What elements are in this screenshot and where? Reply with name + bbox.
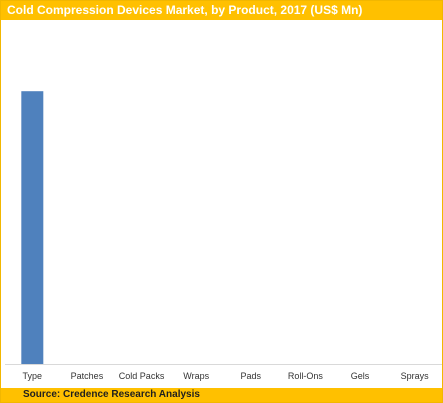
x-tick-label: Wraps (183, 371, 209, 381)
bar-chart: Type Patches Cold Packs Wraps Pads Roll-Ons Ge… (5, 91, 442, 381)
x-tick-labels: Type Patches Cold Packs Wraps Pads Roll-Ons Ge… (23, 371, 430, 381)
title-bar: Cold Compression Devices Market, by Prod… (1, 1, 442, 20)
x-tick-label: Gels (351, 371, 370, 381)
bar-type (21, 91, 44, 364)
x-tick-label: Patches (71, 371, 104, 381)
x-tick-label: Type (23, 371, 43, 381)
x-tick-label: Sprays (401, 371, 430, 381)
source-note: Source: Credence Research Analysis (23, 389, 200, 400)
x-tick-label: Pads (241, 371, 262, 381)
source-bar: Source: Credence Research Analysis (1, 388, 442, 402)
x-tick-label: Cold Packs (119, 371, 165, 381)
x-tick-label: Roll-Ons (288, 371, 324, 381)
bars-group (21, 91, 44, 364)
plot-area: Type Patches Cold Packs Wraps Pads Roll-Ons Ge… (5, 91, 442, 381)
chart-title: Cold Compression Devices Market, by Prod… (7, 3, 363, 17)
